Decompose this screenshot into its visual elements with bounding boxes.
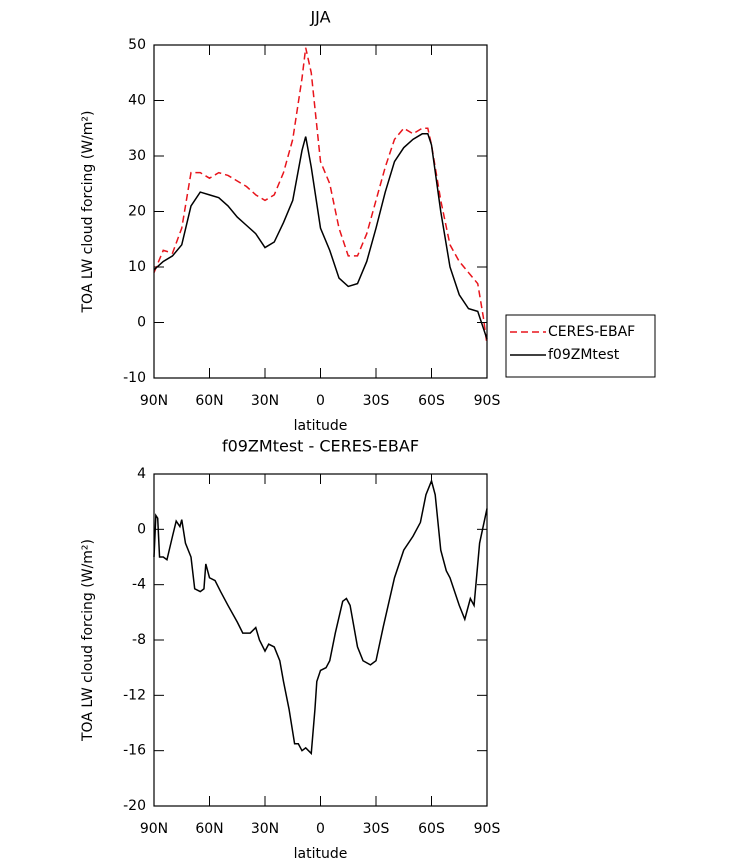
y-axis-label: TOA LW cloud forcing (W/m²)	[80, 539, 96, 742]
y-tick-label: -10	[123, 370, 146, 386]
y-tick-label: -4	[132, 577, 146, 593]
plot-frame	[153, 44, 488, 379]
legend-label: CERES-EBAF	[548, 324, 635, 340]
x-tick-label: 0	[316, 393, 325, 409]
plot-frame	[153, 473, 488, 807]
x-tick-label: 30S	[363, 393, 390, 409]
x-tick-label: 60S	[418, 393, 445, 409]
data-line	[153, 478, 488, 756]
x-tick-label: 30N	[251, 821, 279, 837]
x-tick-label: 30S	[363, 821, 390, 837]
y-tick-label: 0	[137, 315, 146, 331]
x-tick-label: 90S	[474, 393, 501, 409]
x-tick-label: 90S	[474, 821, 501, 837]
chart-title: f09ZMtest - CERES-EBAF	[222, 437, 419, 456]
x-tick-label: 90N	[140, 821, 168, 837]
y-tick-label: 30	[128, 148, 146, 164]
y-tick-label: 0	[137, 521, 146, 537]
y-tick-label: -12	[123, 687, 146, 703]
x-axis-label: latitude	[294, 418, 348, 434]
data-line	[153, 133, 488, 340]
y-tick-label: -8	[132, 632, 146, 648]
y-tick-label: 40	[128, 93, 146, 109]
data-line	[153, 47, 488, 345]
legend-label: f09ZMtest	[548, 347, 620, 363]
y-tick-label: 10	[128, 259, 146, 275]
y-tick-label: -20	[123, 798, 146, 814]
x-tick-label: 60S	[418, 821, 445, 837]
legend-box	[505, 314, 656, 378]
x-axis-label: latitude	[294, 846, 348, 862]
x-tick-label: 90N	[140, 393, 168, 409]
y-tick-label: 20	[128, 204, 146, 220]
x-tick-label: 0	[316, 821, 325, 837]
y-axis-label: TOA LW cloud forcing (W/m²)	[80, 111, 96, 314]
x-tick-label: 60N	[195, 393, 223, 409]
y-tick-label: -16	[123, 743, 146, 759]
y-tick-label: 50	[128, 37, 146, 53]
y-tick-label: 4	[137, 466, 146, 482]
chart-title: JJA	[309, 8, 330, 27]
x-tick-label: 60N	[195, 821, 223, 837]
x-tick-label: 30N	[251, 393, 279, 409]
